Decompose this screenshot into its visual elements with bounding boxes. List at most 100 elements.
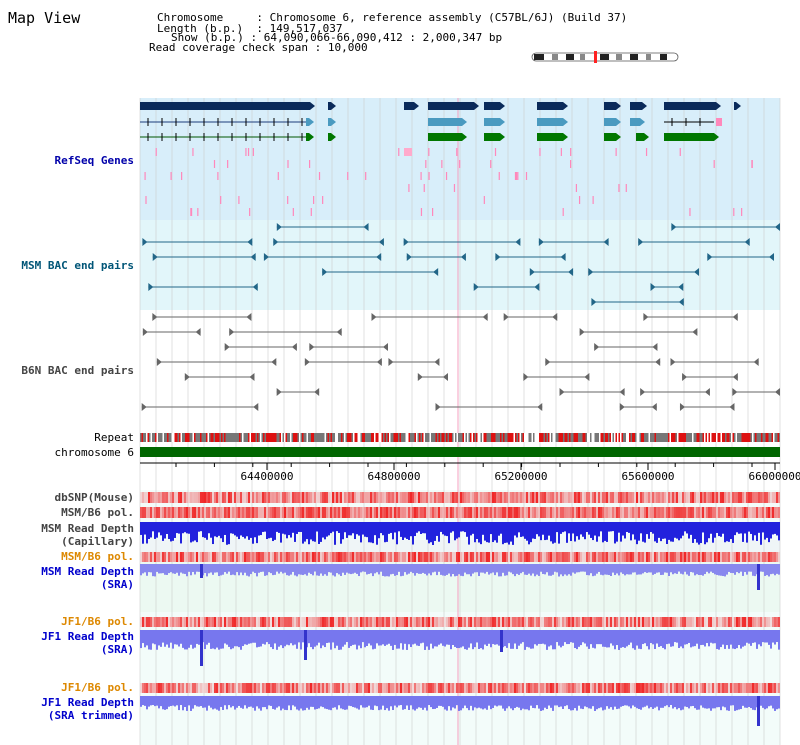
- heat-cell: [448, 617, 450, 627]
- depth-bar: [220, 630, 222, 649]
- heat-cell: [276, 552, 278, 562]
- jf1-b6-pol-label-2[interactable]: JF1/B6 pol.: [61, 681, 134, 694]
- heat-cell: [306, 552, 308, 562]
- depth-bar: [462, 696, 464, 709]
- heat-cell: [614, 492, 616, 503]
- heat-cell: [390, 552, 392, 562]
- depth-bar: [268, 696, 270, 706]
- depth-bar: [508, 522, 510, 545]
- depth-bar: [376, 564, 378, 573]
- bac-end-marker: [538, 238, 544, 246]
- heat-cell: [254, 683, 256, 693]
- heat-cell: [570, 683, 572, 693]
- heat-cell: [568, 507, 570, 518]
- dbsnp-label[interactable]: dbSNP(Mouse): [54, 491, 134, 504]
- b6n-bac-label[interactable]: B6N BAC end pairs: [21, 364, 134, 377]
- heat-cell: [356, 617, 358, 627]
- msm-depth-sra-label-1[interactable]: MSM Read Depth: [41, 565, 134, 578]
- heat-cell: [446, 507, 448, 518]
- depth-bar: [416, 522, 418, 533]
- heat-cell: [546, 552, 548, 562]
- depth-bar: [180, 630, 182, 644]
- depth-bar: [258, 630, 260, 647]
- depth-bar: [398, 564, 400, 572]
- heat-cell: [352, 552, 354, 562]
- depth-bar: [276, 630, 278, 650]
- depth-bar: [336, 696, 338, 710]
- heat-cell: [658, 507, 660, 518]
- depth-bar: [558, 522, 560, 544]
- heat-cell: [404, 683, 406, 693]
- depth-bar: [454, 564, 456, 577]
- heat-cell: [608, 492, 610, 503]
- depth-bar: [764, 522, 766, 540]
- heat-cell: [242, 617, 244, 627]
- depth-bar: [728, 696, 730, 711]
- heat-cell: [596, 683, 598, 693]
- depth-bar: [334, 564, 336, 577]
- depth-bar: [590, 564, 592, 574]
- heat-cell: [248, 492, 250, 503]
- depth-bar: [314, 696, 316, 710]
- depth-bar: [652, 630, 654, 645]
- depth-bar: [712, 696, 714, 709]
- heat-cell: [248, 683, 250, 693]
- ideogram-band: [616, 54, 622, 60]
- repeat-element: [632, 433, 634, 442]
- minor-feature: [514, 172, 517, 180]
- heat-cell: [410, 492, 412, 503]
- heat-cell: [658, 492, 660, 503]
- heat-cell: [570, 507, 572, 518]
- heat-cell: [626, 507, 628, 518]
- heat-cell: [316, 683, 318, 693]
- heat-cell: [344, 683, 346, 693]
- heat-cell: [740, 617, 742, 627]
- heat-cell: [440, 683, 442, 693]
- heat-cell: [660, 552, 662, 562]
- depth-bar: [248, 630, 250, 644]
- depth-bar: [720, 564, 722, 576]
- heat-cell: [148, 552, 150, 562]
- heat-cell: [364, 617, 366, 627]
- jf1-depth-trimmed-label-1[interactable]: JF1 Read Depth: [41, 696, 134, 709]
- heat-cell: [748, 492, 750, 503]
- heat-cell: [250, 492, 252, 503]
- heat-cell: [288, 492, 290, 503]
- msm-b6-pol-label-1[interactable]: MSM/B6 pol.: [61, 506, 134, 519]
- heat-cell: [406, 683, 408, 693]
- bac-end-marker: [473, 283, 479, 291]
- depth-bar: [440, 630, 442, 644]
- msm-depth-capillary-label-1[interactable]: MSM Read Depth: [41, 522, 134, 535]
- repeat-element: [545, 433, 547, 442]
- heat-cell: [638, 507, 640, 518]
- repeat-element: [453, 433, 455, 442]
- depth-bar: [234, 630, 236, 647]
- heat-cell: [256, 492, 258, 503]
- repeat-element: [627, 433, 629, 442]
- heat-cell: [262, 552, 264, 562]
- jf1-depth-sra-label-1[interactable]: JF1 Read Depth: [41, 630, 134, 643]
- depth-bar: [420, 630, 422, 644]
- repeat-element: [450, 433, 452, 442]
- heat-cell: [490, 552, 492, 562]
- msm-b6-pol-label-2[interactable]: MSM/B6 pol.: [61, 550, 134, 563]
- depth-bar: [406, 564, 408, 575]
- heat-cell: [610, 492, 612, 503]
- heat-cell: [592, 552, 594, 562]
- depth-bar: [286, 696, 288, 711]
- axis-tick-label: 66000000: [749, 470, 800, 483]
- depth-bar: [358, 696, 360, 710]
- jf1-b6-pol-label-1[interactable]: JF1/B6 pol.: [61, 615, 134, 628]
- depth-bar: [712, 564, 714, 573]
- chromosome-info: Chromosome : Chromosome 6, reference ass…: [157, 11, 628, 24]
- heat-cell: [368, 617, 370, 627]
- refseq-genes-label[interactable]: RefSeq Genes: [54, 154, 134, 167]
- depth-bar: [330, 630, 332, 650]
- repeat-element: [350, 433, 352, 442]
- heat-cell: [526, 552, 528, 562]
- depth-bar: [716, 696, 718, 708]
- heat-cell: [710, 552, 712, 562]
- msm-bac-label[interactable]: MSM BAC end pairs: [21, 259, 134, 272]
- heat-cell: [774, 552, 776, 562]
